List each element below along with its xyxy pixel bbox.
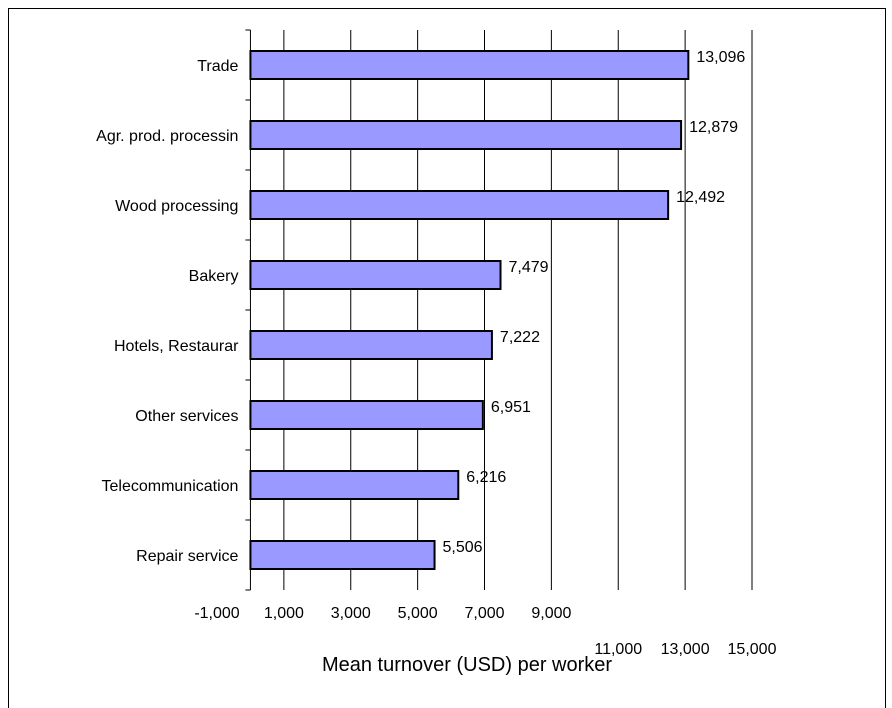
bar bbox=[249, 120, 683, 150]
data-label: 7,222 bbox=[500, 329, 540, 346]
bar bbox=[249, 190, 670, 220]
bar bbox=[249, 260, 502, 290]
x-tick-label: -1,000 bbox=[194, 605, 239, 622]
x-tick-label: 13,000 bbox=[661, 641, 710, 658]
x-tick-label: 9,000 bbox=[531, 605, 571, 622]
x-tick-label: 15,000 bbox=[728, 641, 777, 658]
category-label: Telecommunication bbox=[101, 478, 238, 495]
category-label: Hotels, Restaurar bbox=[114, 338, 239, 355]
category-label: Agr. prod. processin bbox=[96, 128, 238, 145]
x-tick-label: 11,000 bbox=[594, 641, 642, 658]
data-label: 13,096 bbox=[696, 49, 745, 66]
x-axis-title: Mean turnover (USD) per worker bbox=[322, 654, 612, 676]
bar bbox=[249, 540, 436, 570]
category-label: Wood processing bbox=[115, 198, 238, 215]
category-label: Bakery bbox=[189, 268, 239, 285]
x-tick-labels: -1,000 1,000 3,000 5,000 7,000 9,000 11,000 13,… bbox=[194, 605, 776, 658]
x-tick-label: 7,000 bbox=[464, 605, 504, 622]
bar bbox=[249, 330, 493, 360]
data-label: 5,506 bbox=[443, 539, 483, 556]
x-tick-label: 5,000 bbox=[398, 605, 438, 622]
bar bbox=[249, 400, 484, 430]
category-labels: Trade Agr. prod. processin Wood processing… bbox=[96, 58, 239, 565]
x-tick-label: 1,000 bbox=[264, 605, 304, 622]
category-label: Other services bbox=[135, 408, 238, 425]
category-label: Repair service bbox=[136, 548, 238, 565]
chart-frame bbox=[8, 8, 886, 708]
data-label: 12,879 bbox=[689, 119, 738, 136]
bar bbox=[249, 50, 690, 80]
x-tick-label: 3,000 bbox=[331, 605, 371, 622]
data-label: 7,479 bbox=[509, 259, 549, 276]
gridlines bbox=[245, 29, 753, 591]
data-labels: 13,096 12,879 12,492 7,479 7,222 6,951 6,216 5,… bbox=[443, 49, 746, 556]
bar bbox=[249, 470, 460, 500]
data-label: 6,951 bbox=[491, 399, 531, 416]
data-label: 6,216 bbox=[466, 469, 506, 486]
bars bbox=[249, 50, 690, 570]
category-label: Trade bbox=[197, 58, 238, 75]
data-label: 12,492 bbox=[676, 189, 725, 206]
